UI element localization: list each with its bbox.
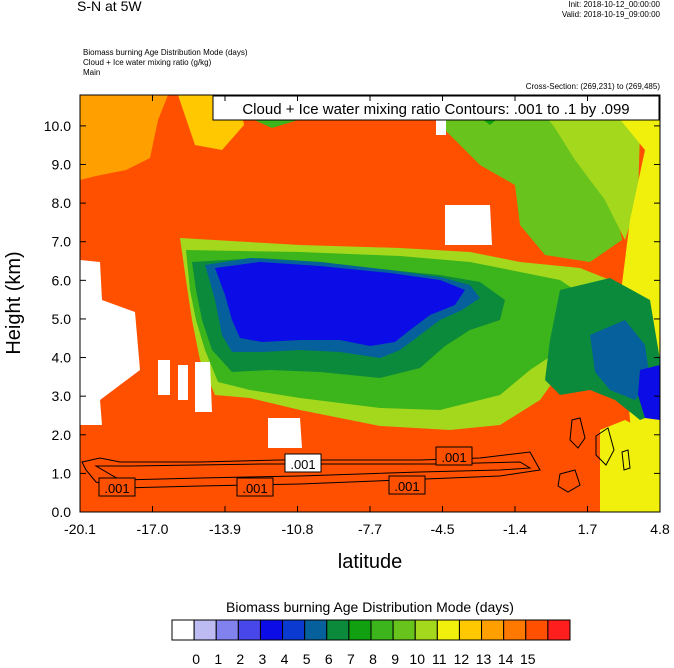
core-blue (215, 262, 465, 346)
init-valid-times: Init: 2018-10-12_00:00:00 Valid: 2018-10… (562, 0, 660, 20)
colorbar-label: 4 (281, 651, 289, 667)
colorbar-swatch (348, 619, 372, 641)
y-tick-label: 5.0 (52, 311, 72, 327)
white-patch-left-2 (158, 360, 170, 395)
colorbar: 0 1 2 3 4 5 6 7 8 9 10 11 12 13 14 15 (171, 619, 571, 667)
white-patch-left (80, 260, 140, 425)
y-axis: 0.0 1.0 2.0 3.0 4.0 5.0 6.0 7.0 8.0 9.0 10.0 (44, 118, 660, 520)
info-box (212, 95, 660, 121)
white-patch-small (436, 120, 446, 135)
field-line-2: Cloud + Ice water mixing ratio (g/kg) (83, 58, 212, 67)
right-plume-blue (638, 365, 660, 420)
colorbar-label: 12 (454, 651, 470, 667)
colorbar-swatch (237, 619, 261, 641)
init-time: Init: 2018-10-12_00:00:00 (568, 0, 660, 9)
anvil-yellow-green (530, 95, 640, 240)
colorbar-title: Biomass burning Age Distribution Mode (d… (226, 599, 514, 615)
y-tick-label: 9.0 (52, 157, 72, 173)
y-tick-label: 0.0 (52, 504, 72, 520)
colorbar-label: 3 (259, 651, 267, 667)
colorbar-swatch (215, 619, 239, 641)
colorbar-label: 9 (391, 651, 399, 667)
colorbar-label: 2 (236, 651, 244, 667)
contour-line (569, 417, 586, 449)
y-tick-label: 1.0 (52, 465, 72, 481)
x-tick-label: -1.4 (503, 521, 527, 537)
contour-label: .001 (441, 450, 466, 465)
colorbar-label: 15 (520, 651, 536, 667)
contour-label: .001 (104, 481, 129, 496)
white-patch-upper (445, 205, 492, 245)
y-tick-label: 2.0 (52, 427, 72, 443)
right-plume-teal (590, 320, 650, 400)
contour-line (595, 427, 615, 466)
contour-line (94, 461, 532, 481)
colorbar-swatch (259, 619, 284, 641)
y-tick-label: 7.0 (52, 234, 72, 250)
page-title: S-N at 5W (77, 0, 142, 14)
x-tick-label: 1.7 (578, 521, 598, 537)
contour-label: .001 (290, 457, 315, 472)
contour-labels: .001 .001 .001 .001 .001 (98, 446, 473, 497)
colorbar-swatch (525, 619, 549, 641)
x-axis: -20.1 -17.0 -13.9 -10.8 -7.7 -4.5 -1.4 1.7 4.8 (64, 95, 670, 537)
contour-line (557, 469, 581, 493)
colorbar-label: 7 (347, 651, 355, 667)
colorbar-label: 10 (409, 651, 425, 667)
colorbar-swatch (414, 619, 438, 641)
colorbar-swatch (392, 619, 416, 641)
field-line-1: Biomass burning Age Distribution Mode (d… (83, 48, 248, 57)
x-tick-label: -13.9 (209, 521, 241, 537)
x-tick-label: -10.8 (282, 521, 314, 537)
white-patch-left-3 (178, 365, 188, 400)
heatmap-field (80, 95, 660, 512)
y-tick-label: 3.0 (52, 388, 72, 404)
x-tick-label: -20.1 (64, 521, 96, 537)
colorbar-label: 13 (476, 651, 492, 667)
colorbar-swatch (171, 619, 195, 641)
valid-time: Valid: 2018-10-19_09:00:00 (561, 10, 660, 19)
colorbar-swatch (193, 619, 217, 641)
colorbar-swatch (503, 619, 527, 641)
field-descriptions: Biomass burning Age Distribution Mode (d… (83, 48, 248, 78)
contour-label: .001 (242, 481, 267, 496)
y-tick-label: 10.0 (44, 118, 71, 134)
y-tick-label: 8.0 (52, 195, 72, 211)
colorbar-label: 1 (214, 651, 222, 667)
colorbar-swatch (282, 619, 306, 641)
colorbar-label: 8 (369, 651, 377, 667)
y-tick-label: 6.0 (52, 272, 72, 288)
y-axis-label: Height (km) (3, 251, 25, 354)
colorbar-label: 6 (325, 651, 333, 667)
contour-label: .001 (394, 479, 419, 494)
anvil-light-green (430, 95, 622, 262)
white-patch-left-4 (195, 362, 212, 412)
x-tick-label: -7.7 (358, 521, 382, 537)
colorbar-swatch (481, 619, 505, 641)
cross-section-label: Cross-Section: (269,231) to (269,485) (525, 82, 660, 91)
contour-line (621, 449, 631, 471)
colorbar-swatch (547, 619, 571, 641)
upper-left-region (80, 95, 168, 180)
colorbar-swatch (326, 619, 350, 641)
colorbar-label: 0 (192, 651, 200, 667)
colorbar-label: 14 (498, 651, 514, 667)
x-tick-label: -17.0 (137, 521, 169, 537)
colorbar-swatch (436, 619, 460, 641)
y-tick-label: 4.0 (52, 350, 72, 366)
field-line-3: Main (83, 68, 101, 77)
x-tick-label: -4.5 (430, 521, 454, 537)
x-tick-label: 4.8 (650, 521, 670, 537)
white-patch-mid (268, 418, 302, 448)
colorbar-swatch (370, 619, 394, 641)
colorbar-label: 11 (432, 651, 447, 667)
x-axis-label: latitude (338, 551, 403, 573)
colorbar-swatch (304, 619, 328, 641)
colorbar-label: 5 (303, 651, 311, 667)
colorbar-swatch (458, 619, 483, 641)
info-box-text: Cloud + Ice water mixing ratio Contours:… (242, 101, 629, 118)
